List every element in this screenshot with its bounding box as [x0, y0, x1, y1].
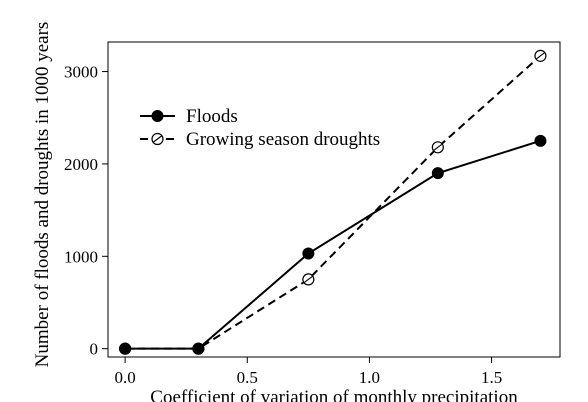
- y-tick-label: 0: [90, 340, 99, 359]
- x-axis: 0.0 0.5 1.0 1.5: [114, 357, 502, 387]
- marker-slash: [433, 143, 443, 151]
- series-layer: [119, 49, 547, 355]
- data-point-floods: [302, 247, 315, 260]
- data-point-droughts: [302, 273, 315, 286]
- x-tick-label: 1.0: [359, 368, 380, 387]
- plot-border: [107, 41, 561, 358]
- legend-marker: [151, 132, 164, 146]
- y-tick-label: 2000: [64, 155, 98, 174]
- series-line-droughts: [125, 55, 542, 350]
- data-point-floods: [192, 342, 205, 355]
- legend-label: Growing season droughts: [186, 129, 380, 150]
- marker-slash: [304, 275, 313, 283]
- y-tick-label: 3000: [64, 63, 98, 82]
- legend-label: Floods: [186, 106, 238, 127]
- x-tick-label: 1.5: [481, 368, 502, 387]
- x-axis-label: Coefficient of variation of monthly prec…: [150, 387, 518, 402]
- legend-marker: [151, 110, 164, 122]
- y-axis-label: Number of floods and droughts in 1000 ye…: [32, 22, 53, 368]
- x-tick-label: 0.0: [114, 368, 135, 387]
- data-point-floods: [119, 342, 132, 355]
- x-tick-label: 0.5: [237, 368, 258, 387]
- plot-frame: [107, 41, 561, 358]
- marker-slash: [153, 135, 162, 143]
- data-point-droughts: [534, 49, 547, 62]
- data-point-droughts: [431, 141, 444, 154]
- y-tick-label: 1000: [64, 247, 98, 266]
- y-axis: 0 1000 2000 3000: [64, 63, 108, 359]
- data-point-floods: [431, 167, 444, 180]
- data-point-floods: [534, 134, 547, 147]
- marker-slash: [536, 52, 545, 60]
